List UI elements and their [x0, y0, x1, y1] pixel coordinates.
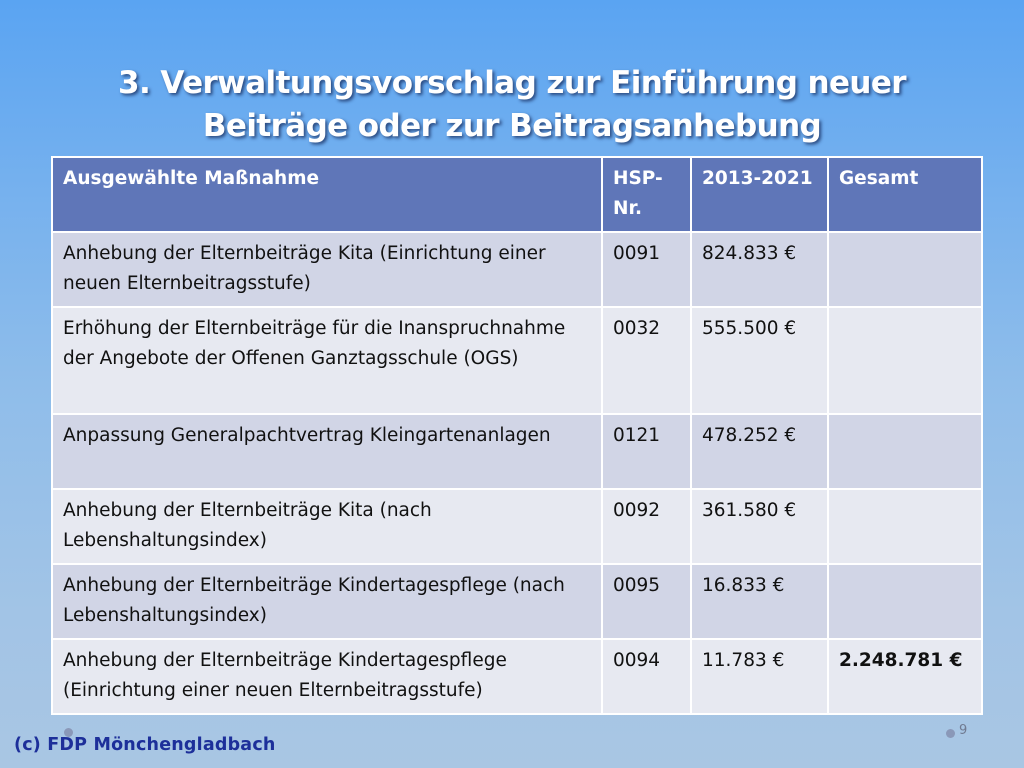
- hsp-cell: 0032: [601, 306, 692, 415]
- hsp-cell: 0092: [601, 488, 692, 565]
- measure-cell: Anhebung der Elternbeiträge Kindertagesp…: [51, 638, 603, 715]
- measure-cell: Anpassung Generalpachtvertrag Kleingarte…: [51, 413, 603, 490]
- measures-table: Ausgewählte Maßnahme HSP-Nr. 2013-2021 G…: [51, 156, 983, 715]
- table-header-row: Ausgewählte Maßnahme HSP-Nr. 2013-2021 G…: [51, 156, 983, 233]
- hsp-cell: 0121: [601, 413, 692, 490]
- table-row: Anhebung der Elternbeiträge Kindertagesp…: [51, 638, 983, 715]
- amount-cell: 16.833 €: [690, 563, 829, 640]
- measure-cell: Anhebung der Elternbeiträge Kita (nach L…: [51, 488, 603, 565]
- amount-cell: 361.580 €: [690, 488, 829, 565]
- total-cell: [827, 231, 983, 308]
- header-period: 2013-2021: [690, 156, 829, 233]
- amount-cell: 478.252 €: [690, 413, 829, 490]
- measure-cell: Anhebung der Elternbeiträge Kita (Einric…: [51, 231, 603, 308]
- total-cell: [827, 306, 983, 415]
- table-row: Anhebung der Elternbeiträge Kita (nach L…: [51, 488, 983, 565]
- header-hsp-nr: HSP-Nr.: [601, 156, 692, 233]
- header-measure: Ausgewählte Maßnahme: [51, 156, 603, 233]
- table-row: Anhebung der Elternbeiträge Kita (Einric…: [51, 231, 983, 308]
- measure-cell: Erhöhung der Elternbeiträge für die Inan…: [51, 306, 603, 415]
- table-row: Anhebung der Elternbeiträge Kindertagesp…: [51, 563, 983, 640]
- total-cell: [827, 488, 983, 565]
- amount-cell: 11.783 €: [690, 638, 829, 715]
- hsp-cell: 0091: [601, 231, 692, 308]
- bullet-dot-icon: [64, 728, 73, 737]
- page-dot-icon: [946, 729, 955, 738]
- amount-cell: 824.833 €: [690, 231, 829, 308]
- grand-total-cell: 2.248.781 €: [827, 638, 983, 715]
- hsp-cell: 0094: [601, 638, 692, 715]
- hsp-cell: 0095: [601, 563, 692, 640]
- total-cell: [827, 413, 983, 490]
- table-row: Erhöhung der Elternbeiträge für die Inan…: [51, 306, 983, 415]
- amount-cell: 555.500 €: [690, 306, 829, 415]
- slide-title-line-1: 3. Verwaltungsvorschlag zur Einführung n…: [118, 65, 907, 101]
- header-total: Gesamt: [827, 156, 983, 233]
- total-cell: [827, 563, 983, 640]
- measure-cell: Anhebung der Elternbeiträge Kindertagesp…: [51, 563, 603, 640]
- copyright-footer: (c) FDP Mönchengladbach: [14, 735, 276, 755]
- page-number: 9: [959, 723, 968, 738]
- slide-title: 3. Verwaltungsvorschlag zur Einführung n…: [0, 62, 1024, 148]
- slide-title-line-2: Beiträge oder zur Beitragsanhebung: [202, 108, 822, 144]
- table-row: Anpassung Generalpachtvertrag Kleingarte…: [51, 413, 983, 490]
